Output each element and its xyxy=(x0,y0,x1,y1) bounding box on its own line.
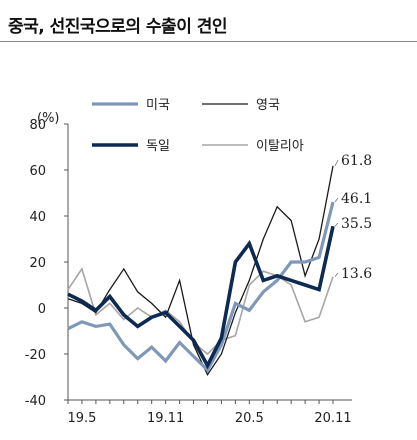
legend-label-미국: 미국 xyxy=(146,98,170,113)
title-divider xyxy=(0,41,417,42)
end-label-leader xyxy=(334,197,339,203)
y-tick-label: -20 xyxy=(25,348,46,363)
series-line-독일 xyxy=(67,225,335,370)
x-tick-label: 19.5 xyxy=(67,411,96,426)
series-line-미국 xyxy=(67,201,335,373)
x-tick-label: 20.5 xyxy=(235,411,264,426)
end-label-독일: 35.5 xyxy=(341,216,372,232)
end-label-leader xyxy=(334,159,339,167)
y-tick-label: 80 xyxy=(29,118,46,133)
legend-label-영국: 영국 xyxy=(256,98,280,113)
series-line-영국 xyxy=(67,165,334,377)
end-label-영국: 61.8 xyxy=(341,153,372,169)
legend-label-독일: 독일 xyxy=(146,139,170,154)
y-axis-unit: (%) xyxy=(37,111,60,126)
legend-label-이탈리아: 이탈리아 xyxy=(256,139,304,154)
y-tick-label: -40 xyxy=(25,394,46,409)
x-tick-label: 20.11 xyxy=(314,411,351,426)
y-tick-label: 60 xyxy=(29,164,46,179)
series-line-이탈리아 xyxy=(67,267,334,356)
page-title: 중국, 선진국으로의 수출이 견인 xyxy=(8,17,228,37)
end-label-이탈리아: 13.6 xyxy=(341,266,372,282)
end-label-leader xyxy=(334,222,339,227)
x-tick-label: 19.11 xyxy=(147,411,184,426)
y-tick-label: 40 xyxy=(29,210,46,225)
end-label-leader xyxy=(334,272,339,277)
y-tick-label: 20 xyxy=(29,256,46,271)
end-label-미국: 46.1 xyxy=(341,191,372,207)
y-tick-label: 0 xyxy=(38,302,46,317)
